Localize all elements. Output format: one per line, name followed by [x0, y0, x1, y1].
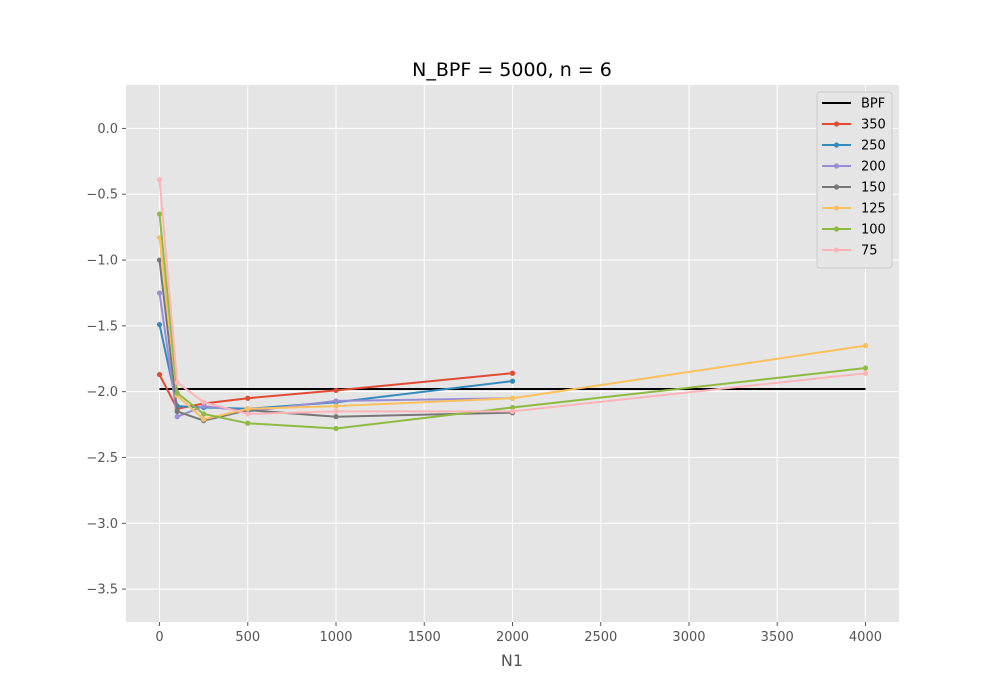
- x-tick-label: 500: [235, 630, 260, 645]
- y-tick-label: −3.0: [86, 517, 118, 532]
- data-point-75: [201, 399, 207, 405]
- legend-entry-150: 150: [822, 181, 886, 196]
- data-point-350: [509, 370, 516, 376]
- legend-label: 150: [861, 181, 886, 196]
- legend-label: 125: [861, 202, 886, 217]
- y-tick-label: 0.0: [97, 122, 118, 137]
- data-point-75: [156, 177, 163, 183]
- data-point-125: [509, 395, 516, 401]
- legend: BPF 350 250 200 150 125 100 75: [816, 91, 893, 269]
- y-tick-label: −0.5: [86, 188, 118, 203]
- legend-entry-250: 250: [822, 139, 886, 154]
- legend-entry-125: 125: [822, 202, 886, 217]
- data-point-100: [174, 390, 180, 396]
- x-tick-label: 0: [155, 630, 163, 645]
- data-point-125: [862, 343, 869, 349]
- x-axis-label: N1: [501, 651, 523, 670]
- legend-marker: [833, 226, 840, 232]
- legend-entry-75: 75: [822, 244, 878, 259]
- x-tick-label: 1000: [319, 630, 352, 645]
- data-point-125: [333, 403, 339, 409]
- legend-entry-200: 200: [822, 160, 886, 175]
- data-point-100: [245, 420, 251, 426]
- data-point-100: [862, 365, 869, 371]
- y-tick-label: −3.5: [86, 583, 118, 598]
- chart-title: N_BPF = 5000, n = 6: [412, 59, 612, 81]
- legend-label: BPF: [861, 97, 885, 112]
- legend-label: 350: [861, 118, 886, 133]
- data-point-200: [333, 398, 339, 404]
- data-point-200: [156, 290, 163, 296]
- data-point-100: [333, 425, 339, 432]
- y-tick-label: −1.5: [86, 319, 118, 334]
- data-point-200: [201, 403, 207, 409]
- data-point-125: [245, 406, 251, 412]
- data-point-200: [174, 414, 180, 420]
- data-point-125: [201, 416, 207, 422]
- x-tick-label: 1500: [408, 630, 441, 645]
- x-tick-label: 4000: [849, 630, 882, 645]
- legend-marker: [833, 205, 840, 211]
- y-tick-label: −2.5: [86, 451, 118, 466]
- legend-marker: [833, 247, 840, 253]
- data-point-150: [174, 408, 180, 415]
- data-point-350: [333, 387, 339, 393]
- data-point-250: [156, 321, 163, 328]
- legend-box: [816, 91, 893, 269]
- data-point-150: [333, 414, 339, 420]
- series-100: [156, 211, 869, 432]
- data-point-100: [201, 411, 207, 417]
- data-point-75: [509, 408, 516, 415]
- legend-entry-350: 350: [822, 118, 886, 133]
- data-point-100: [156, 211, 163, 217]
- x-tick-label: 3500: [761, 630, 794, 645]
- x-tick-label: 3000: [672, 630, 705, 645]
- axis-ticks: 0 500 1000 1500 2000 2500 3000 3500 4000 0.0 −0.5 −…: [86, 122, 882, 645]
- legend-entry-100: 100: [822, 223, 886, 238]
- legend-marker: [833, 121, 840, 127]
- data-point-75: [245, 411, 251, 417]
- x-tick-label: 2500: [584, 630, 617, 645]
- legend-label: 200: [861, 160, 886, 175]
- legend-label: 250: [861, 139, 886, 154]
- legend-marker: [833, 163, 840, 169]
- data-point-75: [862, 370, 869, 376]
- data-point-75: [174, 379, 180, 386]
- x-tick-label: 2000: [496, 630, 529, 645]
- y-tick-label: −2.0: [86, 385, 118, 400]
- data-point-150: [156, 257, 163, 263]
- legend-label: 75: [861, 244, 878, 259]
- legend-entry-BPF: BPF: [822, 97, 885, 112]
- series-lines: [156, 177, 869, 432]
- legend-label: 100: [861, 223, 886, 238]
- y-tick-label: −1.0: [86, 254, 118, 269]
- data-point-250: [509, 378, 516, 384]
- series-75: [156, 177, 869, 417]
- series-line-150: [158, 259, 513, 422]
- data-point-350: [156, 371, 163, 378]
- legend-marker: [833, 184, 840, 190]
- data-point-100: [509, 404, 516, 411]
- data-point-350: [245, 395, 251, 401]
- data-point-75: [333, 408, 339, 415]
- legend-marker: [833, 142, 840, 148]
